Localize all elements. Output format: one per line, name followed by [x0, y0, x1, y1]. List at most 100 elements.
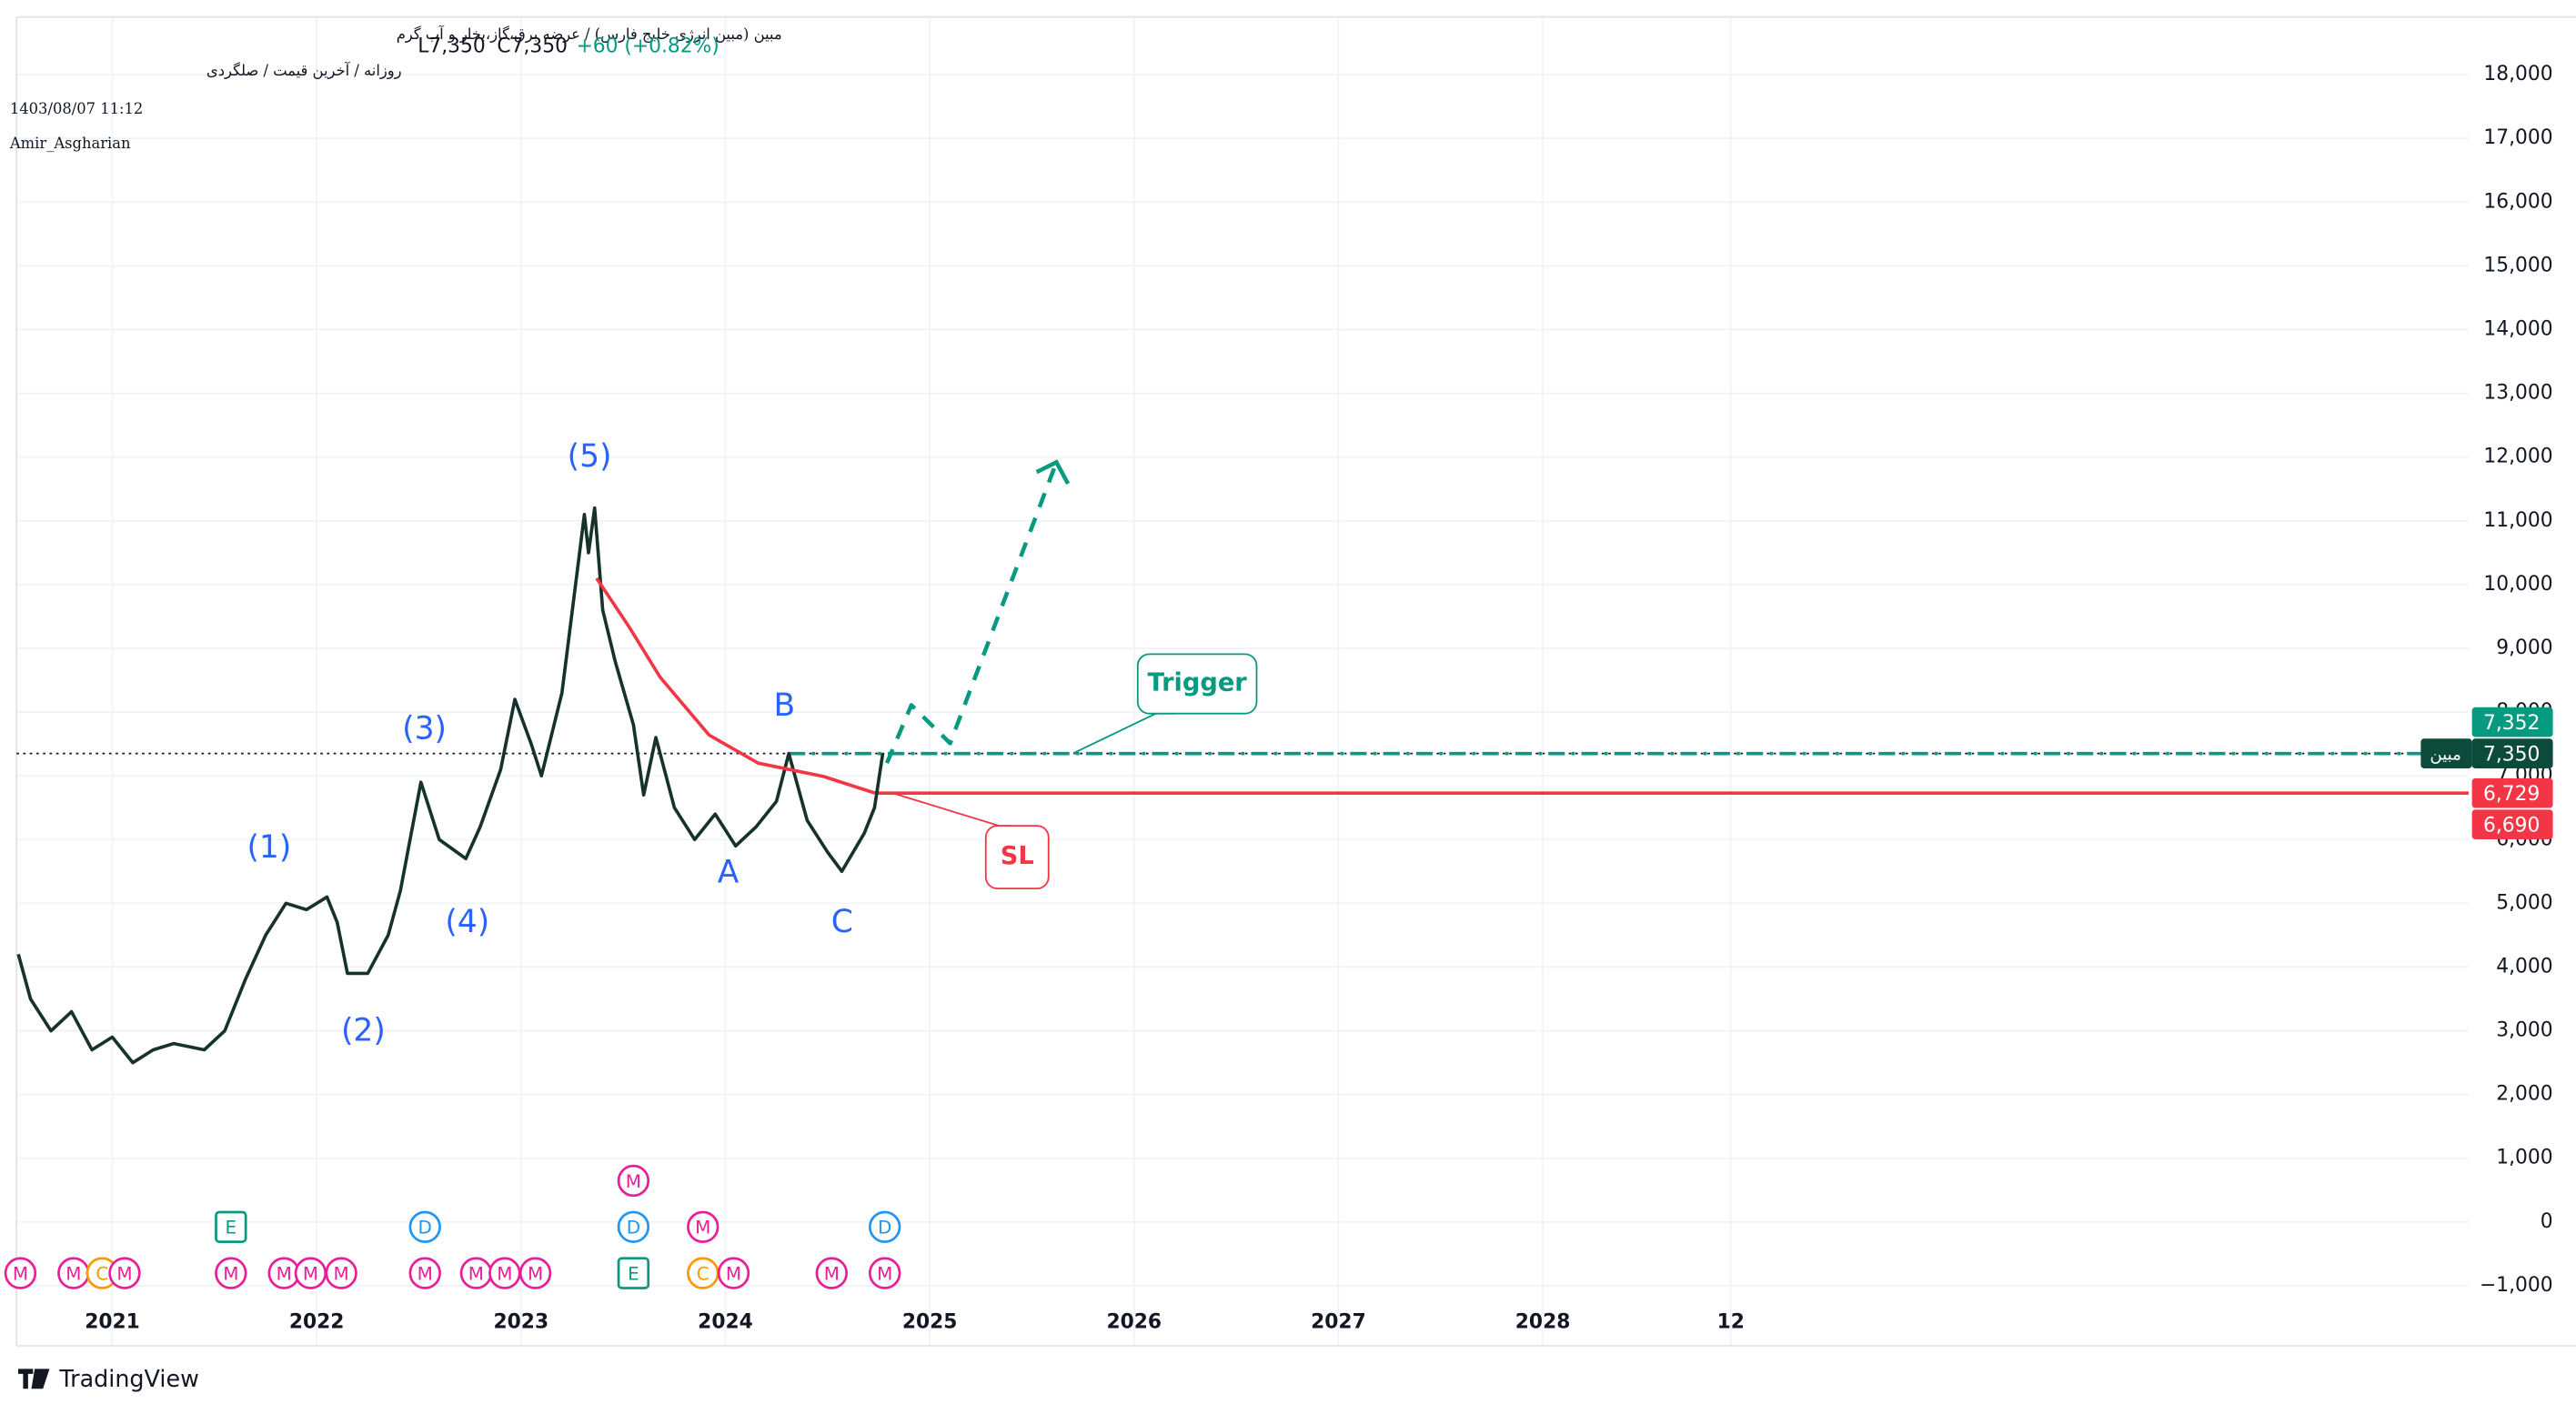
y-tick-label: 15,000: [2483, 254, 2552, 276]
y-tick-label: 17,000: [2483, 126, 2552, 149]
event-label: M: [626, 1170, 641, 1192]
price-label: 6,729: [2483, 783, 2540, 806]
y-tick-label: 2,000: [2496, 1083, 2552, 1106]
event-label: M: [695, 1217, 710, 1239]
price-axis: 18,000 17,000 16,000 15,000 14,000 13,000 12,0…: [85, 63, 2553, 1334]
event-label: M: [528, 1262, 543, 1284]
event-label: M: [497, 1262, 512, 1284]
y-tick-label: 4,000: [2496, 955, 2552, 978]
event-label: M: [13, 1262, 28, 1284]
event-marker: [815, 1257, 848, 1289]
event-label: M: [726, 1262, 741, 1284]
y-tick-label: 9,000: [2496, 637, 2552, 659]
event-label: M: [303, 1262, 318, 1284]
symbol-title: مبین (مبین انرژی خلیج فارس) / عرضه برق،گ…: [397, 25, 782, 43]
ohlc-change: +60 (+0.82%): [577, 35, 719, 57]
callout-text: SL: [1001, 842, 1034, 870]
event-label: M: [824, 1262, 840, 1284]
x-tick-label: 2025: [902, 1311, 958, 1334]
y-tick-label: 13,000: [2483, 382, 2552, 405]
wave-label: C: [831, 904, 853, 940]
x-tick-label: 2022: [289, 1311, 345, 1334]
wave-label: (5): [568, 438, 612, 475]
brand-logo: [17, 1369, 50, 1389]
event-marker: [617, 1257, 650, 1289]
wave-label: (3): [402, 710, 447, 747]
price-label: 7,350: [2483, 743, 2540, 766]
event-marker: [408, 1210, 441, 1243]
price-tag: مبین: [2430, 745, 2460, 764]
y-tick-label: 14,000: [2483, 318, 2552, 341]
event-marker: [408, 1257, 441, 1289]
event-label: M: [65, 1262, 81, 1284]
event-marker: [869, 1210, 901, 1243]
date: 1403/08/07 11:12: [10, 100, 143, 117]
y-tick-label: 0: [2541, 1210, 2553, 1233]
event-marker: [215, 1210, 247, 1243]
sl-callout: SL: [891, 791, 1050, 890]
brand-text: TradingView: [58, 1365, 199, 1392]
wave-labels: (1) (2) (3) (4) (5) A B C: [247, 438, 852, 1049]
x-tick-label: 2021: [85, 1311, 140, 1334]
wave-label: (4): [445, 904, 489, 940]
event-marker: [617, 1210, 650, 1243]
author: Amir_Asgharian: [9, 135, 131, 152]
y-tick-label: 10,000: [2483, 573, 2552, 596]
event-marker: [215, 1257, 247, 1289]
wave-label: B: [773, 687, 795, 724]
grid: [16, 16, 2469, 1346]
x-tick-label: 2023: [494, 1311, 549, 1334]
y-tick-label: 3,000: [2496, 1019, 2552, 1042]
price-label-box: [2471, 777, 2553, 808]
callout-text: Trigger: [1148, 669, 1248, 697]
event-marker: [687, 1210, 719, 1243]
event-label: D: [627, 1217, 640, 1239]
series-line: [16, 506, 885, 1065]
event-marker: [108, 1257, 141, 1289]
event-label: M: [468, 1262, 484, 1284]
trigger-callout: Trigger: [1072, 653, 1258, 755]
y-tick-label: 16,000: [2483, 190, 2552, 213]
y-tick-label: −1,000: [2480, 1274, 2553, 1297]
event-marker: [518, 1257, 552, 1289]
arrow-head: [1035, 459, 1071, 485]
ohlc-low: L7,350: [418, 35, 485, 57]
event-label: D: [878, 1217, 891, 1239]
price-label: 7,352: [2483, 712, 2540, 735]
event-label: M: [334, 1262, 349, 1284]
event-marker: [869, 1257, 901, 1289]
event-label: M: [877, 1262, 892, 1284]
y-tick-label: 18,000: [2483, 63, 2552, 85]
event-marker: [617, 1164, 650, 1198]
x-tick-label: 2026: [1106, 1311, 1162, 1334]
ohlc-close: C7,350: [497, 35, 568, 57]
y-tick-label: 1,000: [2496, 1147, 2552, 1169]
brand: TradingView: [17, 1365, 199, 1392]
event-label: M: [277, 1262, 292, 1284]
event-label: D: [418, 1217, 432, 1239]
x-tick-label: 2027: [1311, 1311, 1366, 1334]
price-label-box: [2471, 707, 2553, 737]
y-tick-label: 5,000: [2496, 891, 2552, 914]
wave-label: (1): [247, 829, 291, 866]
interval: روزانه / آخرین قیمت / صلگردی: [206, 61, 402, 79]
event-label: M: [223, 1262, 238, 1284]
event-label: M: [418, 1262, 433, 1284]
event-label: E: [226, 1217, 237, 1239]
wave-label: (2): [341, 1013, 386, 1049]
y-tick-label: 12,000: [2483, 446, 2552, 468]
event-marker: [717, 1257, 750, 1289]
price-label: 6,690: [2483, 814, 2540, 837]
price-tag-box: [2420, 738, 2472, 768]
x-tick-label: 2024: [698, 1311, 753, 1334]
event-marker: [325, 1257, 357, 1289]
y-tick-label: 11,000: [2483, 509, 2552, 532]
wave-label: A: [718, 854, 740, 890]
callout-box: [984, 825, 1050, 890]
price-label-box: [2471, 809, 2553, 839]
series-line: [595, 577, 875, 795]
